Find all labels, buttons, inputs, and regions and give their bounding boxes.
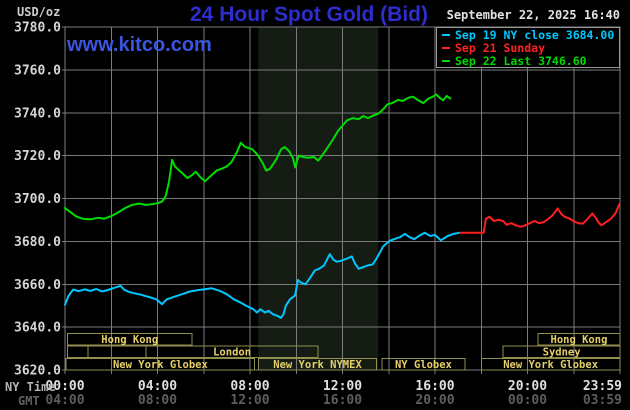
x-tick-gmt: 04:00 [45,393,84,408]
y-tick-label: 3620.0 [14,364,61,379]
session-box [145,345,319,358]
legend-key-dash [442,34,450,36]
chart-datetime: September 22, 2025 16:40 [446,8,620,22]
x-axis-ny-time-label: NY Time [5,380,56,394]
session-box [87,345,147,358]
x-tick-ny-time: 08:00 [230,379,269,394]
x-tick-gmt: 03:59 [583,393,622,408]
y-tick-label: 3740.0 [14,106,61,121]
x-tick-ny-time: 16:00 [415,379,454,394]
y-axis-unit-label: USD/oz [17,5,61,19]
kitco-watermark-link[interactable]: www.kitco.com [67,34,212,56]
legend-box: Sep 19 NY close 3684.00 Sep 21 Sunday Sep … [436,27,620,68]
session-box [480,358,621,371]
y-tick-label: 3720.0 [14,149,61,164]
x-tick-gmt: 12:00 [230,393,269,408]
page-title: 24 Hour Spot Gold (Bid) [190,3,428,26]
session-label: Hong Kong [551,334,608,346]
session-box [381,358,466,371]
session-label: New York Globex [503,359,599,371]
x-tick-gmt: 08:00 [138,393,177,408]
x-tick-ny-time: 00:00 [45,379,84,394]
session-box [66,333,193,346]
session-box [257,358,378,371]
session-box [502,345,621,358]
x-tick-gmt: 00:00 [508,393,547,408]
y-tick-label: 3660.0 [14,278,61,293]
session-label: Sydney [543,347,582,359]
x-tick-gmt: 16:00 [323,393,362,408]
x-tick-ny-time: 12:00 [323,379,362,394]
session-label: New York NYMEX [273,359,362,371]
legend-label: Sep 21 Sunday [455,40,546,55]
series-line [64,231,461,319]
legend-label: Sep 22 Last 3746.60 [455,53,587,68]
legend-item: Sep 21 Sunday [442,40,619,55]
session-label: New York Globex [113,359,209,371]
legend-label: Sep 19 NY close 3684.00 [455,28,615,42]
session-box [66,345,89,358]
x-tick-ny-time: 20:00 [508,379,547,394]
x-tick-ny-time: 04:00 [138,379,177,394]
series-line [64,93,452,221]
y-tick-label: 3680.0 [14,235,61,250]
legend-item: Sep 22 Last 3746.60 [442,53,619,68]
y-tick-label: 3640.0 [14,321,61,336]
series-line [459,202,621,234]
session-box [65,358,256,371]
legend-key-dash [442,59,450,62]
legend-item: Sep 19 NY close 3684.00 [442,29,619,42]
y-tick-label: 3760.0 [14,63,61,78]
session-label: Hong Kong [101,334,158,346]
session-box [537,333,621,346]
legend-key-dash [442,46,450,49]
x-axis-gmt-label: GMT [18,394,40,408]
x-tick-ny-time: 23:59 [583,379,622,394]
session-label: NY Globex [395,359,453,371]
session-label: London [213,347,251,359]
x-tick-gmt: 20:00 [415,393,454,408]
y-tick-label: 3780.0 [14,21,61,36]
y-tick-label: 3700.0 [14,192,61,207]
